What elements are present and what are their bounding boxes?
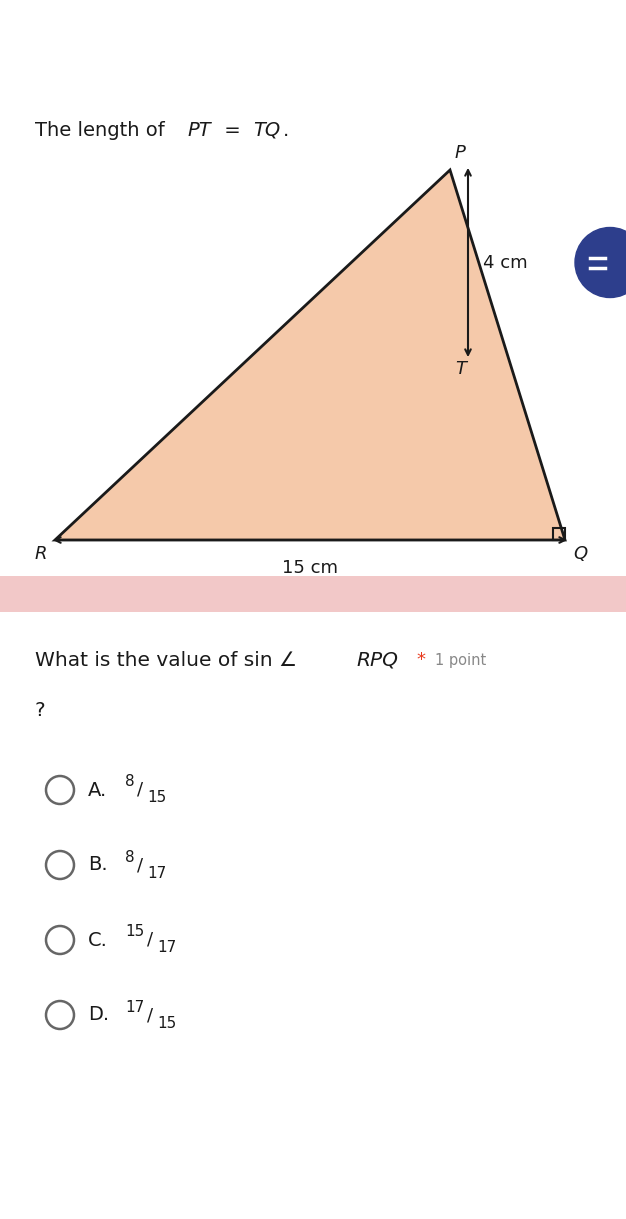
- Text: 15: 15: [147, 790, 167, 806]
- Text: /: /: [147, 931, 153, 950]
- Text: 8: 8: [125, 774, 135, 790]
- Text: 8: 8: [125, 850, 135, 864]
- Text: /: /: [137, 856, 143, 874]
- Text: 15: 15: [157, 1015, 177, 1030]
- Text: PT: PT: [187, 121, 210, 139]
- Text: 17: 17: [125, 1000, 144, 1014]
- Text: A.: A.: [88, 780, 107, 800]
- Text: Q: Q: [573, 545, 587, 563]
- Text: .: .: [283, 121, 289, 139]
- Text: *: *: [416, 651, 425, 669]
- Text: B.: B.: [88, 856, 108, 874]
- Circle shape: [575, 228, 626, 297]
- FancyBboxPatch shape: [0, 577, 626, 612]
- Text: 15 cm: 15 cm: [282, 560, 338, 577]
- Text: /: /: [147, 1006, 153, 1024]
- Polygon shape: [55, 169, 565, 540]
- Text: =: =: [218, 121, 247, 139]
- Text: 15: 15: [125, 924, 144, 940]
- Text: P: P: [455, 144, 466, 162]
- Text: R: R: [34, 545, 47, 563]
- Text: /: /: [137, 781, 143, 798]
- Text: What is the value of sin ∠: What is the value of sin ∠: [35, 651, 304, 669]
- Text: UNIT 1: A SET SQUARE: UNIT 1: A SET SQUARE: [173, 22, 453, 43]
- Text: T: T: [455, 360, 466, 378]
- Text: 17: 17: [157, 941, 177, 956]
- Text: ?: ?: [35, 701, 46, 719]
- Text: The length of: The length of: [35, 121, 171, 139]
- Text: C.: C.: [88, 930, 108, 950]
- Text: TQ: TQ: [253, 121, 280, 139]
- Text: 1 point: 1 point: [435, 652, 486, 668]
- Text: D.: D.: [88, 1006, 109, 1024]
- Text: 4 cm: 4 cm: [483, 254, 528, 272]
- Text: 17: 17: [147, 865, 167, 880]
- Text: RPQ: RPQ: [356, 651, 398, 669]
